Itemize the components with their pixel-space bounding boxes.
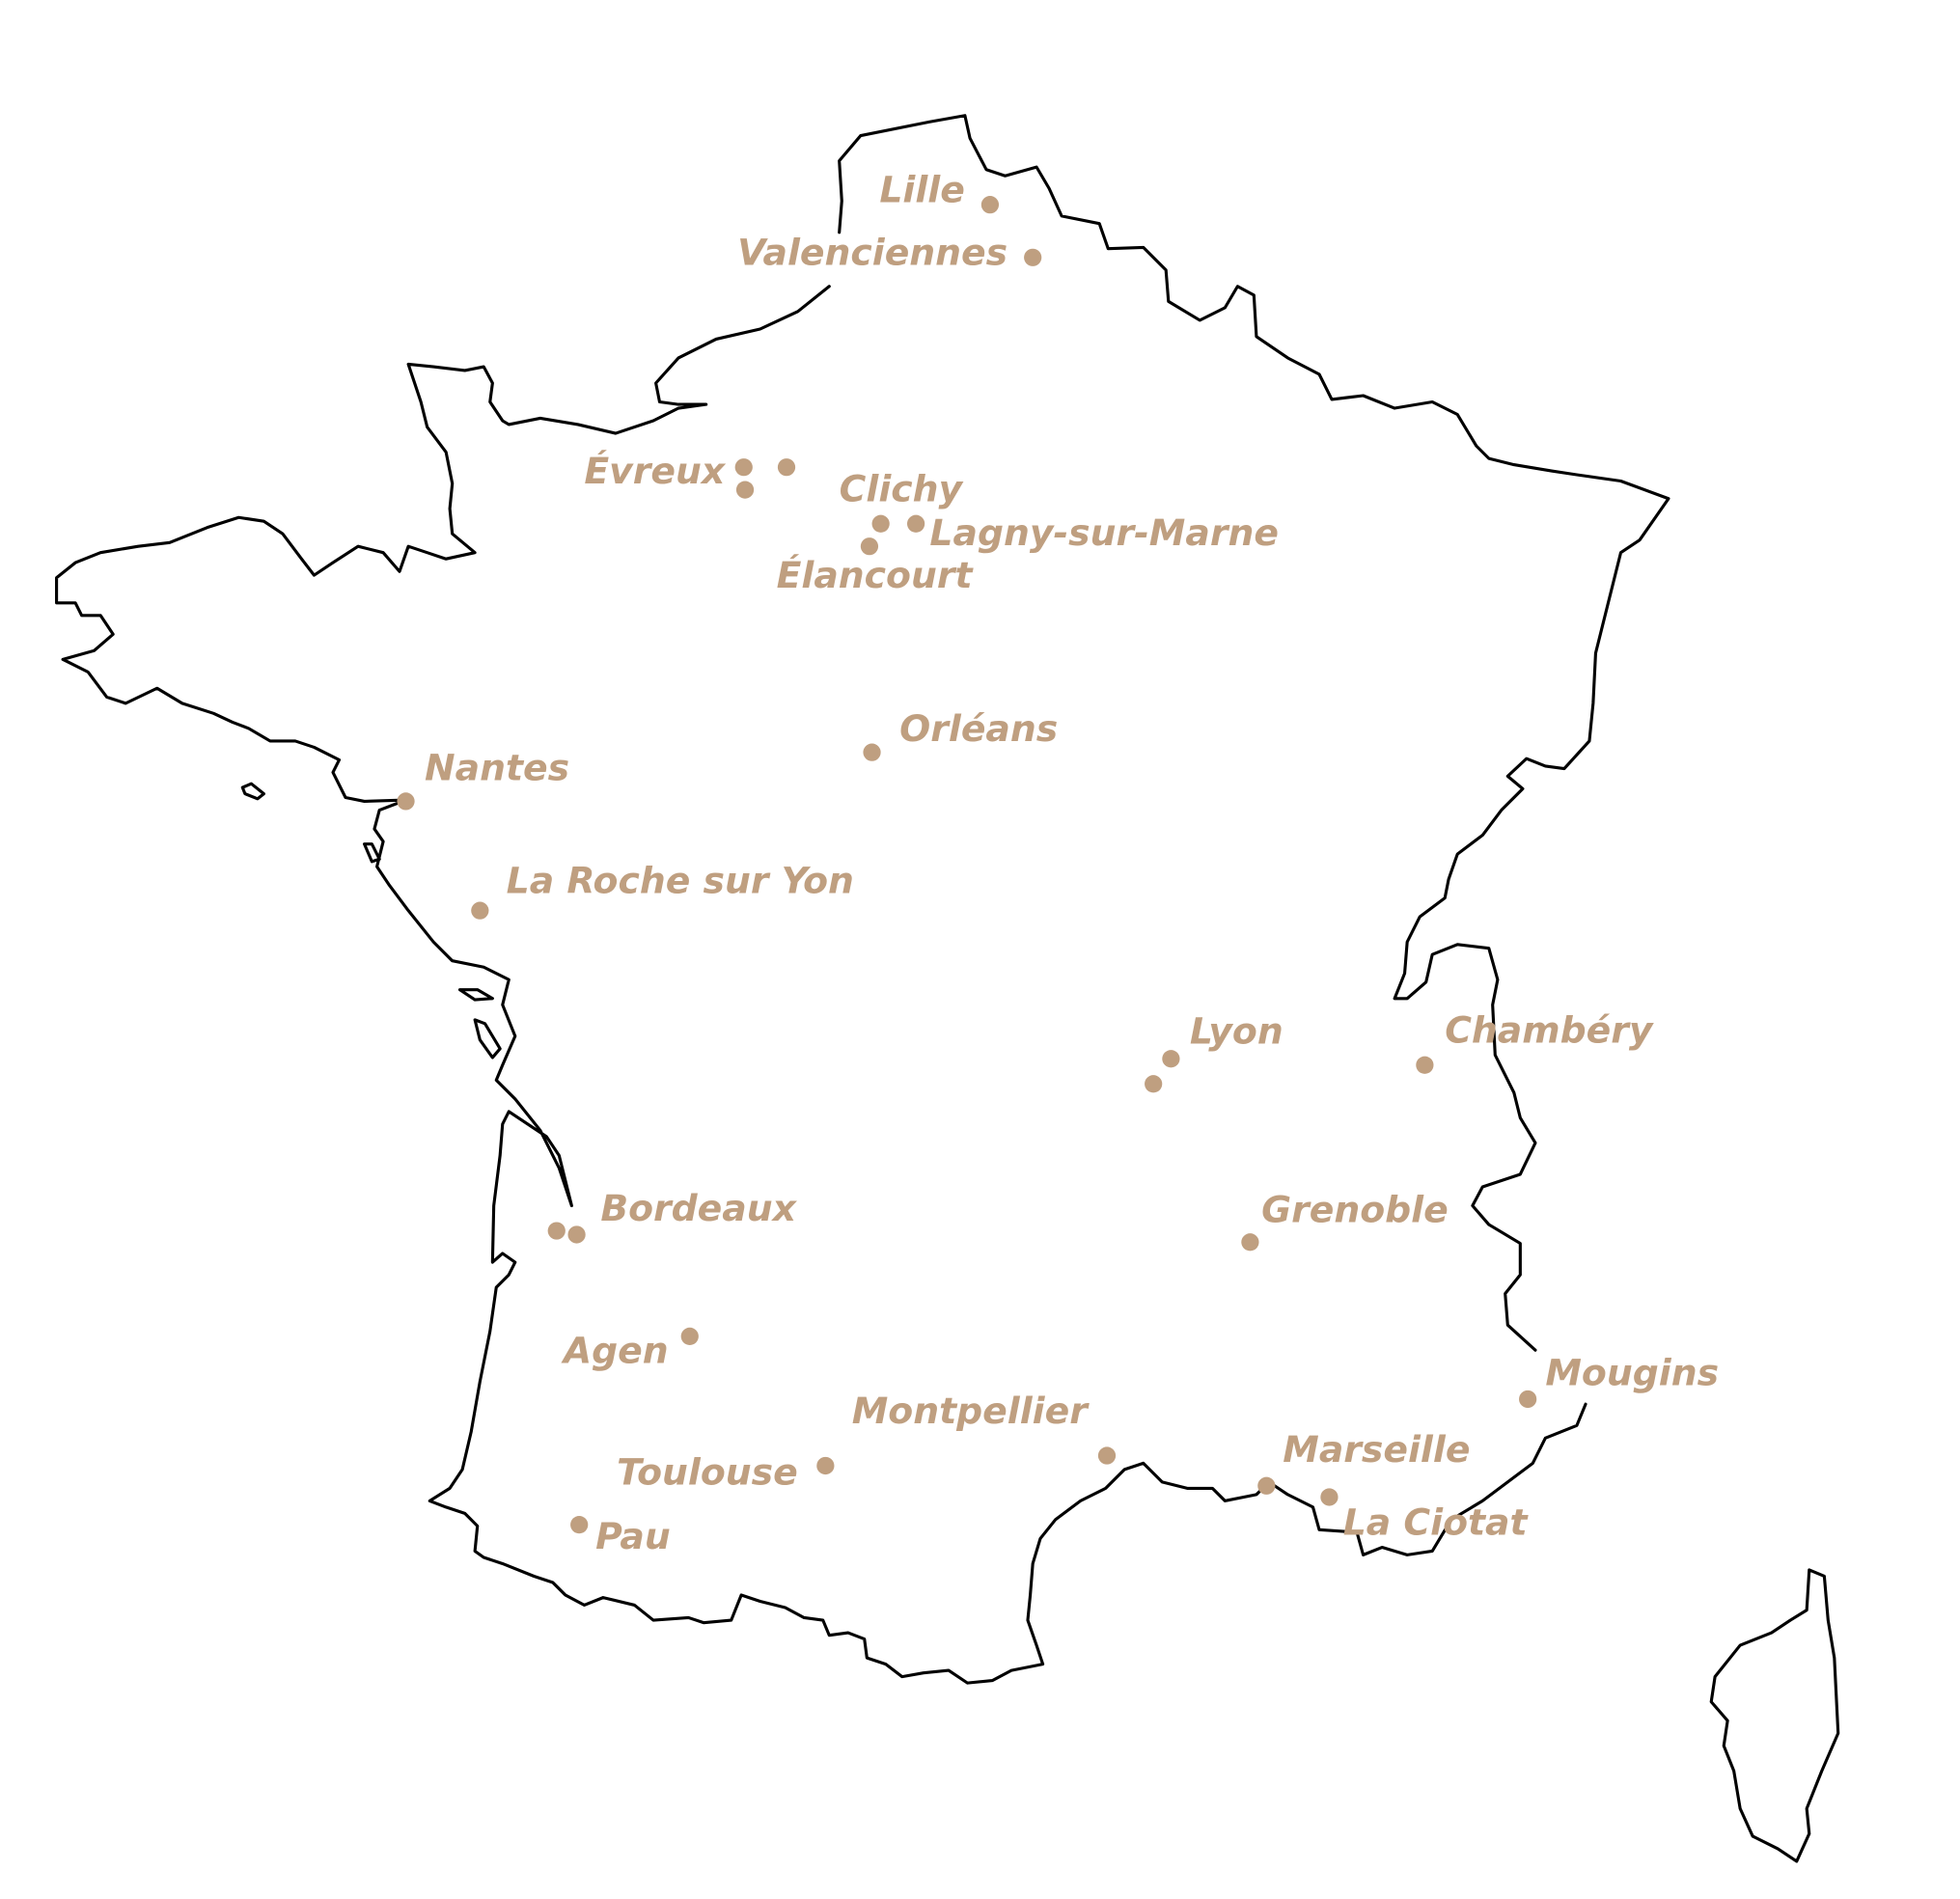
- city-marker-evreux: [777, 458, 796, 477]
- city-marker-la-ciotat: [1320, 1488, 1339, 1506]
- city-marker-elancourt: [860, 537, 879, 556]
- corsica-outline: [1709, 1568, 1840, 1863]
- mainland-outline: [55, 114, 1670, 1685]
- city-label-lagny-sur-marne: Lagny-sur-Marne: [929, 511, 1279, 554]
- city-label-pau: Pau: [595, 1515, 671, 1557]
- city-label-marseille: Marseille: [1283, 1428, 1470, 1471]
- city-label-grenoble: Grenoble: [1261, 1189, 1449, 1231]
- island-belle-ile-outline: [240, 782, 265, 801]
- city-label-valenciennes: Valenciennes: [737, 232, 1008, 274]
- city-marker-toulouse: [816, 1456, 835, 1475]
- city-marker-marseille: [1257, 1476, 1276, 1495]
- city-marker-orleans: [863, 743, 881, 761]
- city-label-lille: Lille: [879, 169, 964, 211]
- city-label-la-ciotat: La Ciotat: [1343, 1501, 1530, 1544]
- island-oleron-outline: [473, 1018, 502, 1060]
- city-marker-valenciennes: [1024, 248, 1042, 266]
- city-marker-pau: [570, 1516, 589, 1534]
- city-markers: [397, 196, 1537, 1534]
- city-marker-clichy: [871, 514, 890, 533]
- city-marker-bordeaux: [567, 1225, 586, 1244]
- island-re-outline: [457, 988, 494, 1002]
- city-marker-mougins: [1519, 1390, 1537, 1409]
- city-label-lyon: Lyon: [1190, 1010, 1284, 1053]
- city-label-montpellier: Montpellier: [852, 1390, 1090, 1432]
- city-marker-lagny-sur-marne: [906, 514, 925, 533]
- city-marker-agen: [680, 1327, 699, 1345]
- city-marker-montpellier: [1097, 1446, 1117, 1465]
- city-label-orleans: Orléans: [899, 707, 1058, 750]
- city-marker-nantes: [397, 792, 415, 811]
- city-label-clichy: Clichy: [840, 467, 964, 509]
- city-label-bordeaux: Bordeaux: [600, 1187, 797, 1229]
- city-marker-lille: [980, 196, 1000, 214]
- city-marker-chambery: [1416, 1056, 1434, 1074]
- city-marker-lyon: [1162, 1050, 1180, 1068]
- city-labels: Lille Valenciennes Évreux ClichyLagny-sur-M…: [425, 169, 1719, 1557]
- city-label-evreux: Évreux: [584, 450, 727, 492]
- city-marker-la-roche-sur-yon: [471, 901, 489, 920]
- city-label-toulouse: Toulouse: [617, 1451, 798, 1494]
- city-marker-bordeaux: [547, 1222, 566, 1240]
- city-marker-evreux: [734, 458, 753, 477]
- city-label-agen: Agen: [561, 1329, 669, 1371]
- city-marker-lyon: [1145, 1075, 1163, 1093]
- city-label-elancourt: Élancourt: [777, 554, 975, 596]
- city-label-mougins: Mougins: [1545, 1352, 1719, 1394]
- city-marker-grenoble: [1241, 1233, 1259, 1252]
- city-marker-evreux: [735, 481, 755, 499]
- city-label-nantes: Nantes: [425, 746, 569, 788]
- city-label-chambery: Chambéry: [1445, 1008, 1654, 1051]
- city-label-la-roche-sur-yon: La Roche sur Yon: [507, 860, 854, 902]
- island-noirmoutier-outline: [362, 842, 381, 864]
